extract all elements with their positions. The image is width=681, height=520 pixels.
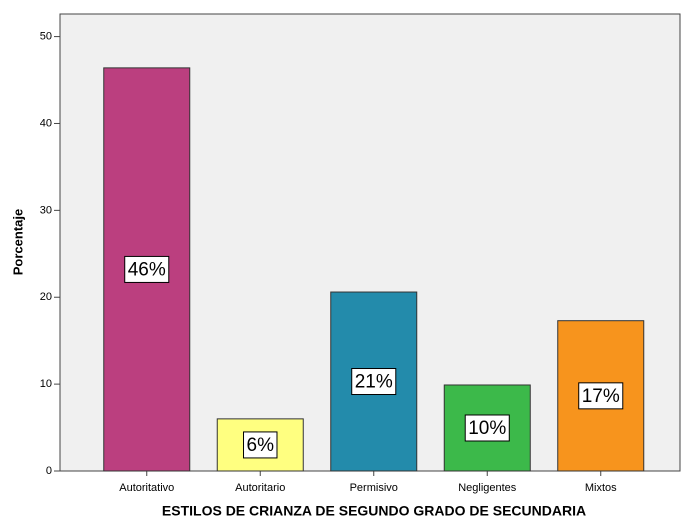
value-label-box xyxy=(464,414,510,442)
y-tick-label: 10 xyxy=(40,378,52,390)
value-label-box xyxy=(351,368,397,396)
y-tick-label: 50 xyxy=(40,30,52,42)
x-tick-label: Autoritativo xyxy=(119,482,174,494)
x-axis-label: ESTILOS DE CRIANZA DE SEGUNDO GRADO DE S… xyxy=(162,503,586,519)
value-label: 17% xyxy=(582,386,620,407)
x-tick-label: Permisivo xyxy=(350,482,398,494)
value-label-box xyxy=(243,431,278,459)
value-label-box xyxy=(578,382,624,410)
value-label: 10% xyxy=(468,418,506,439)
value-label: 21% xyxy=(355,372,393,393)
y-tick-label: 20 xyxy=(40,291,52,303)
value-label: 46% xyxy=(128,259,166,280)
x-tick-label: Negligentes xyxy=(458,482,517,494)
value-label-box xyxy=(124,255,170,283)
y-tick-label: 40 xyxy=(40,117,52,129)
y-axis-label: Porcentaje xyxy=(10,209,25,275)
x-tick-label: Autoritario xyxy=(235,482,285,494)
y-tick-label: 0 xyxy=(46,465,52,477)
value-label: 6% xyxy=(247,435,275,456)
y-tick-label: 30 xyxy=(40,204,52,216)
x-tick-label: Mixtos xyxy=(585,482,617,494)
